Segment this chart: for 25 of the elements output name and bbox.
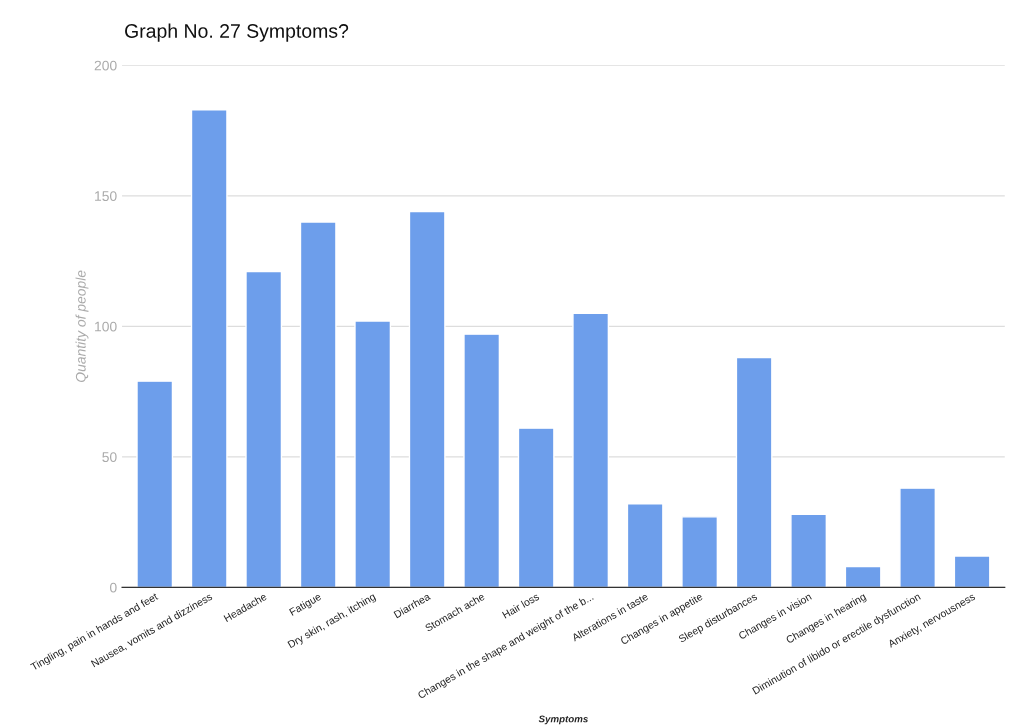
bar <box>136 380 174 588</box>
bar <box>245 270 283 588</box>
bar <box>299 221 337 588</box>
y-tick-label: 200 <box>94 60 117 71</box>
bar <box>354 320 392 588</box>
y-tick-label: 0 <box>110 582 117 593</box>
bar <box>572 312 610 588</box>
bar <box>681 516 719 588</box>
x-axis-title: Symptoms <box>538 715 588 725</box>
bar <box>408 210 446 588</box>
x-tick-label: Hair loss <box>501 592 540 619</box>
bar <box>626 503 664 588</box>
bar <box>953 555 991 588</box>
bar <box>190 109 228 588</box>
y-tick-label: 150 <box>95 191 117 202</box>
bar <box>517 427 555 588</box>
bar <box>844 565 882 588</box>
bar <box>463 333 501 588</box>
bar <box>735 356 773 588</box>
bar <box>790 513 828 588</box>
bar <box>899 487 937 588</box>
y-axis-title: Quantity of people <box>75 270 89 383</box>
chart-title: Graph No. 27 Symptoms? <box>125 23 349 42</box>
y-tick-label: 50 <box>102 452 117 462</box>
y-tick-label: 100 <box>95 321 117 332</box>
